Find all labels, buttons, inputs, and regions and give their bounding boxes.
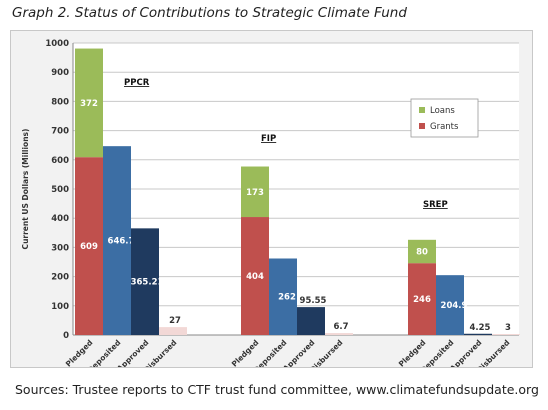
data-label-approved: 365.21 (131, 278, 164, 288)
data-label-approved: 95.55 (300, 296, 327, 306)
legend-label-grants: Grants (430, 122, 459, 132)
y-tick-label: 0 (63, 331, 69, 341)
bar-disbursed (159, 327, 187, 335)
bar-pledged-loans (408, 239, 436, 264)
data-label-loans: 80 (416, 247, 428, 257)
x-tick-label: Approved (448, 338, 483, 367)
bar-disbursed (325, 333, 353, 335)
y-tick-label: 900 (51, 68, 69, 78)
bar-pledged-loans (241, 166, 269, 218)
bar-pledged-grants (241, 217, 269, 335)
bar-deposited (436, 275, 464, 335)
legend-box (410, 98, 479, 138)
y-tick-label: 300 (51, 243, 69, 253)
data-label-deposited: 204.9 (441, 301, 468, 311)
bar-deposited (269, 258, 297, 335)
y-tick-label: 700 (51, 127, 69, 137)
y-axis-label: Current US Dollars (Millions) (21, 129, 30, 250)
group-label: FIP (261, 134, 276, 144)
data-label-deposited: 646.7 (108, 237, 135, 247)
x-tick-label: Approved (281, 338, 316, 367)
x-tick-label: Pledged (64, 338, 95, 367)
data-label-grants: 246 (413, 295, 431, 305)
legend-swatch-grants (419, 123, 425, 129)
source-note: Sources: Trustee reports to CTF trust fu… (15, 382, 539, 397)
data-label-disbursed: 27 (169, 316, 181, 326)
x-tick-label: Pledged (397, 338, 428, 367)
bar-approved (297, 307, 325, 335)
y-tick-label: 200 (51, 273, 69, 283)
y-tick-label: 1000 (45, 39, 69, 49)
bar-pledged-grants (75, 157, 103, 335)
data-label-deposited: 262 (278, 293, 296, 303)
bar-disbursed (492, 334, 520, 335)
legend-swatch-loans (419, 107, 425, 113)
y-tick-label: 100 (51, 302, 69, 312)
bar-approved (131, 228, 159, 335)
data-label-loans: 372 (80, 99, 98, 109)
data-label-grants: 609 (80, 242, 98, 252)
y-tick-label: 400 (51, 214, 69, 224)
bar-pledged-grants (408, 263, 436, 335)
y-tick-label: 800 (51, 97, 69, 107)
bar-approved (464, 333, 492, 335)
x-tick-label: Pledged (230, 338, 261, 367)
group-label: SREP (423, 200, 448, 210)
bar-deposited (103, 146, 131, 335)
bar-pledged-loans (75, 48, 103, 158)
data-label-disbursed: 3 (505, 323, 511, 333)
data-label-approved: 4.25 (470, 323, 491, 333)
legend-label-loans: Loans (430, 106, 455, 116)
chart-title: Graph 2. Status of Contributions to Stra… (12, 5, 407, 21)
chart-frame: 0 100 200 300 400 500 600 700 800 900 1000 Current … (10, 30, 533, 368)
x-tick-label: Approved (115, 338, 150, 367)
y-tick-label: 500 (51, 185, 69, 195)
group-label: PPCR (124, 78, 150, 88)
y-tick-label: 600 (51, 156, 69, 166)
data-label-disbursed: 6.7 (333, 322, 348, 332)
data-label-grants: 404 (246, 272, 264, 282)
chart-svg: 0 100 200 300 400 500 600 700 800 900 1000 Current … (21, 39, 520, 367)
data-label-loans: 173 (246, 188, 264, 198)
